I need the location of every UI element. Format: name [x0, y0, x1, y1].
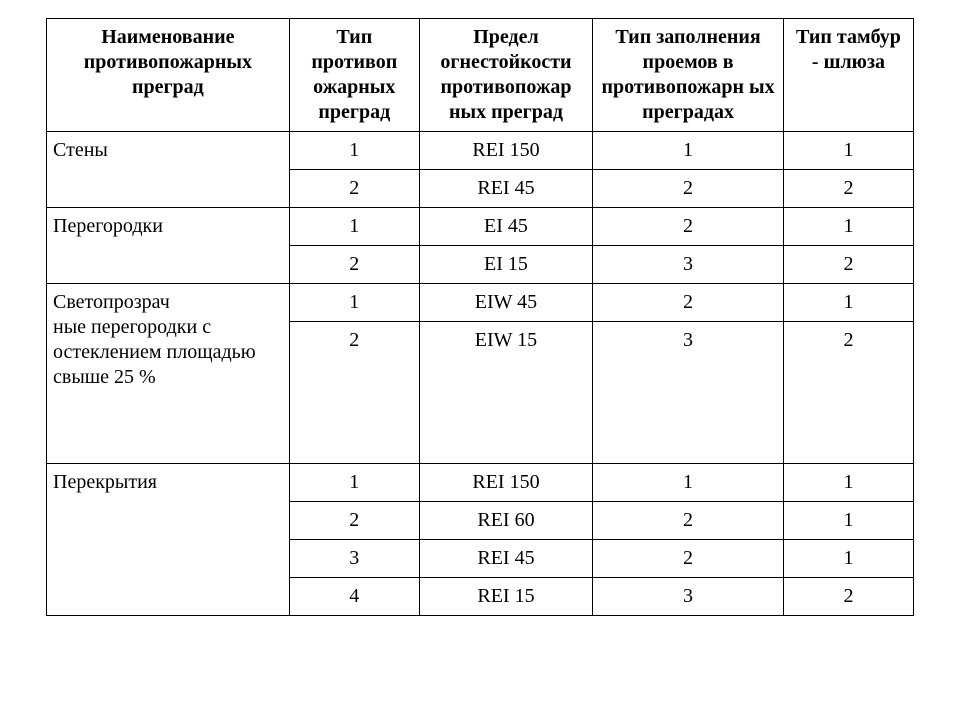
table-cell: 4 [289, 578, 419, 616]
table-cell: 1 [783, 208, 913, 246]
col-header-type: Тип противоп ожарных преград [289, 19, 419, 132]
table-cell: 2 [289, 502, 419, 540]
row-group-name: Перекрытия [47, 464, 290, 616]
table-cell: 2 [593, 208, 784, 246]
fire-barrier-table: Наименование противопожарных преград Тип… [46, 18, 914, 616]
table-header-row: Наименование противопожарных преград Тип… [47, 19, 914, 132]
table-cell: 1 [289, 132, 419, 170]
table-cell: 1 [783, 464, 913, 502]
table-cell: 2 [593, 540, 784, 578]
table-cell: REI 60 [419, 502, 592, 540]
table-cell: 1 [289, 284, 419, 322]
table-row: Стены1REI 15011 [47, 132, 914, 170]
table-cell: 1 [783, 132, 913, 170]
table-cell: 2 [593, 284, 784, 322]
col-header-fill: Тип заполнения проемов в противопожарн ы… [593, 19, 784, 132]
table-cell: EIW 45 [419, 284, 592, 322]
col-header-limit: Предел огнестойкости противопожар ных пр… [419, 19, 592, 132]
col-header-name: Наименование противопожарных преград [47, 19, 290, 132]
table-cell: 1 [593, 132, 784, 170]
row-group-name: Светопрозрачные перегородки с остекление… [47, 284, 290, 464]
table-cell: 2 [783, 246, 913, 284]
table-cell: REI 45 [419, 540, 592, 578]
table-cell: 2 [783, 578, 913, 616]
table-cell: REI 150 [419, 464, 592, 502]
table-cell: 2 [289, 170, 419, 208]
table-cell: 1 [783, 502, 913, 540]
table-cell: EI 45 [419, 208, 592, 246]
table-cell: 1 [783, 540, 913, 578]
table-cell: EIW 15 [419, 322, 592, 464]
table-cell: EI 15 [419, 246, 592, 284]
table-cell: 1 [783, 284, 913, 322]
table-cell: 3 [593, 246, 784, 284]
table-row: Перегородки1EI 4521 [47, 208, 914, 246]
col-header-lock: Тип тамбур - шлюза [783, 19, 913, 132]
table-cell: 3 [289, 540, 419, 578]
row-group-name: Перегородки [47, 208, 290, 284]
table-cell: 2 [593, 502, 784, 540]
table-cell: 1 [289, 208, 419, 246]
table-cell: REI 15 [419, 578, 592, 616]
table-cell: 2 [783, 322, 913, 464]
table-cell: 2 [289, 322, 419, 464]
table-cell: 1 [289, 464, 419, 502]
table-row: Перекрытия1REI 15011 [47, 464, 914, 502]
table-cell: REI 150 [419, 132, 592, 170]
table-cell: 2 [289, 246, 419, 284]
table-cell: 2 [783, 170, 913, 208]
table-cell: 2 [593, 170, 784, 208]
table-cell: 3 [593, 322, 784, 464]
table-row: Светопрозрачные перегородки с остекление… [47, 284, 914, 322]
row-group-name: Стены [47, 132, 290, 208]
table-cell: 3 [593, 578, 784, 616]
table-cell: 1 [593, 464, 784, 502]
table-cell: REI 45 [419, 170, 592, 208]
